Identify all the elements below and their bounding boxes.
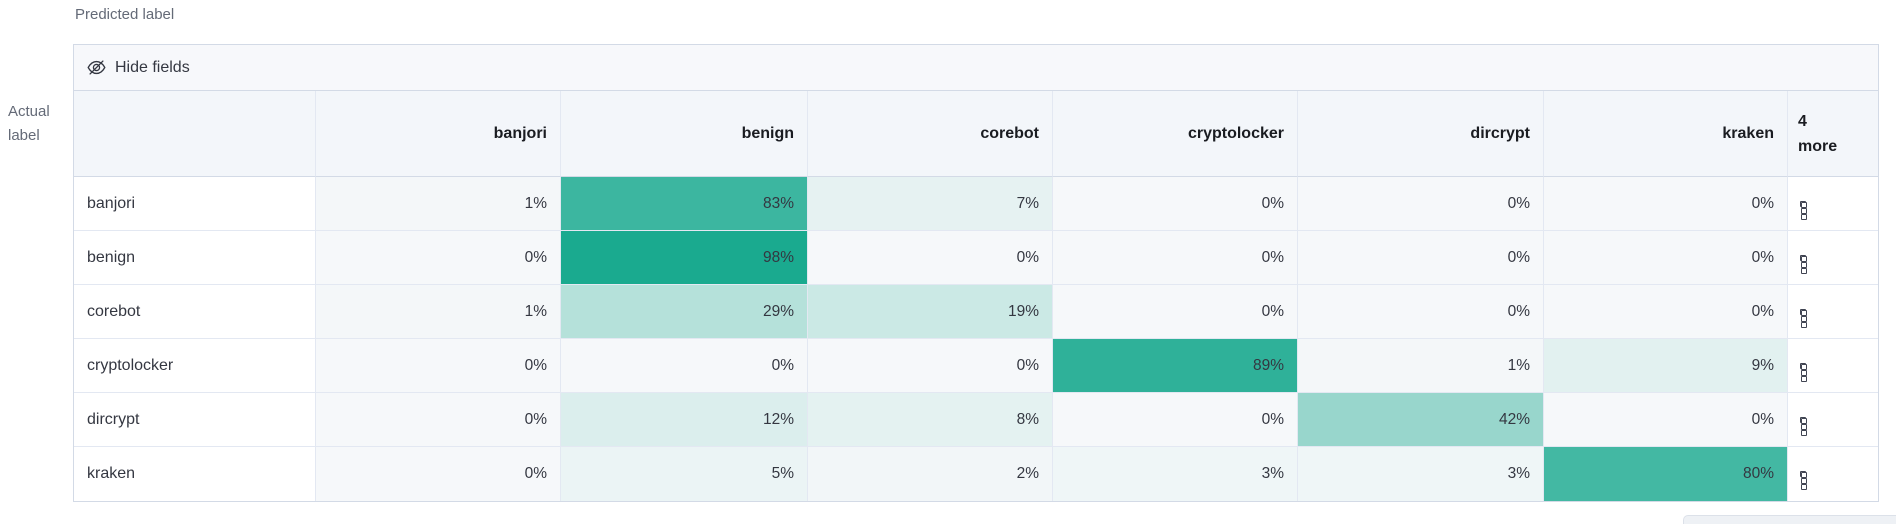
matrix-row-corebot: corebot 1% 29% 19% 0% 0% 0%	[74, 285, 1878, 339]
boxes-horizontal-icon	[1800, 254, 1807, 274]
matrix-cell-cryptolocker-dircrypt: 1%	[1298, 339, 1544, 393]
row-more-cell-dircrypt	[1788, 393, 1878, 447]
matrix-cell-dircrypt-dircrypt: 42%	[1298, 393, 1544, 447]
boxes-horizontal-icon	[1800, 416, 1807, 436]
matrix-row-cryptolocker: cryptolocker 0% 0% 0% 89% 1% 9%	[74, 339, 1878, 393]
column-header-benign[interactable]: benign	[561, 91, 808, 177]
hide-fields-button[interactable]: Hide fields	[87, 58, 190, 77]
matrix-cell-kraken-cryptolocker: 3%	[1053, 447, 1298, 501]
matrix-cell-banjori-banjori: 1%	[316, 177, 561, 231]
matrix-cell-corebot-benign: 29%	[561, 285, 808, 339]
row-actions-button[interactable]	[1800, 254, 1807, 274]
row-label-benign: benign	[74, 231, 316, 285]
actual-label-line-2: label	[8, 127, 40, 144]
matrix-cell-dircrypt-benign: 12%	[561, 393, 808, 447]
boxes-horizontal-icon	[1800, 471, 1807, 490]
column-header-dircrypt[interactable]: dircrypt	[1298, 91, 1544, 177]
matrix-cell-benign-dircrypt: 0%	[1298, 231, 1544, 285]
matrix-row-kraken: kraken 0% 5% 2% 3% 3% 80%	[74, 447, 1878, 501]
row-more-cell-cryptolocker	[1788, 339, 1878, 393]
matrix-cell-benign-corebot: 0%	[808, 231, 1053, 285]
matrix-cell-benign-banjori: 0%	[316, 231, 561, 285]
matrix-cell-cryptolocker-corebot: 0%	[808, 339, 1053, 393]
matrix-cell-corebot-kraken: 0%	[1544, 285, 1788, 339]
row-actions-button[interactable]	[1800, 362, 1807, 382]
row-label-banjori: banjori	[74, 177, 316, 231]
confusion-matrix-grid: banjori benign corebot cryptolocker dircrypt…	[74, 91, 1878, 501]
row-label-corebot: corebot	[74, 285, 316, 339]
more-columns-count: 4	[1798, 112, 1807, 130]
matrix-row-banjori: banjori 1% 83% 7% 0% 0% 0%	[74, 177, 1878, 231]
row-more-cell-kraken	[1788, 447, 1878, 501]
matrix-cell-benign-benign: 98%	[561, 231, 808, 285]
matrix-cell-kraken-benign: 5%	[561, 447, 808, 501]
more-columns-label: more	[1798, 137, 1838, 155]
row-label-dircrypt: dircrypt	[74, 393, 316, 447]
matrix-cell-kraken-kraken: 80%	[1544, 447, 1788, 501]
matrix-cell-dircrypt-kraken: 0%	[1544, 393, 1788, 447]
actual-label-line-1: Actual	[8, 103, 50, 120]
matrix-cell-benign-kraken: 0%	[1544, 231, 1788, 285]
column-header-corebot[interactable]: corebot	[808, 91, 1053, 177]
row-actions-button[interactable]	[1800, 471, 1807, 490]
column-header-cryptolocker[interactable]: cryptolocker	[1053, 91, 1298, 177]
matrix-cell-corebot-banjori: 1%	[316, 285, 561, 339]
matrix-header-row: banjori benign corebot cryptolocker dircrypt…	[74, 91, 1878, 177]
row-actions-button[interactable]	[1800, 200, 1807, 220]
actual-label-axis-title: Actual label	[8, 100, 50, 148]
matrix-cell-banjori-cryptolocker: 0%	[1053, 177, 1298, 231]
matrix-row-benign: benign 0% 98% 0% 0% 0% 0%	[74, 231, 1878, 285]
matrix-cell-banjori-corebot: 7%	[808, 177, 1053, 231]
matrix-cell-cryptolocker-benign: 0%	[561, 339, 808, 393]
matrix-cell-cryptolocker-kraken: 9%	[1544, 339, 1788, 393]
matrix-cell-corebot-cryptolocker: 0%	[1053, 285, 1298, 339]
matrix-cell-corebot-dircrypt: 0%	[1298, 285, 1544, 339]
matrix-cell-kraken-corebot: 2%	[808, 447, 1053, 501]
column-header-kraken[interactable]: kraken	[1544, 91, 1788, 177]
corner-header-cell	[74, 91, 316, 177]
matrix-cell-cryptolocker-banjori: 0%	[316, 339, 561, 393]
row-label-cryptolocker: cryptolocker	[74, 339, 316, 393]
column-header-banjori[interactable]: banjori	[316, 91, 561, 177]
partial-bottom-scrollbar[interactable]	[1683, 515, 1896, 524]
more-columns-header[interactable]: 4 more	[1788, 91, 1878, 177]
boxes-horizontal-icon	[1800, 362, 1807, 382]
row-more-cell-corebot	[1788, 285, 1878, 339]
matrix-cell-banjori-dircrypt: 0%	[1298, 177, 1544, 231]
matrix-toolbar: Hide fields	[74, 45, 1878, 91]
hide-fields-label: Hide fields	[115, 58, 190, 76]
confusion-matrix-panel: Hide fields banjori benign corebot cryptolo…	[73, 44, 1879, 502]
matrix-cell-cryptolocker-cryptolocker: 89%	[1053, 339, 1298, 393]
row-label-kraken: kraken	[74, 447, 316, 501]
matrix-cell-banjori-kraken: 0%	[1544, 177, 1788, 231]
row-actions-button[interactable]	[1800, 416, 1807, 436]
matrix-cell-corebot-corebot: 19%	[808, 285, 1053, 339]
matrix-row-dircrypt: dircrypt 0% 12% 8% 0% 42% 0%	[74, 393, 1878, 447]
predicted-label-axis-title: Predicted label	[75, 6, 175, 23]
matrix-cell-dircrypt-cryptolocker: 0%	[1053, 393, 1298, 447]
matrix-cell-kraken-banjori: 0%	[316, 447, 561, 501]
row-actions-button[interactable]	[1800, 308, 1807, 328]
boxes-horizontal-icon	[1800, 200, 1807, 220]
matrix-cell-kraken-dircrypt: 3%	[1298, 447, 1544, 501]
row-more-cell-banjori	[1788, 177, 1878, 231]
eye-closed-icon	[87, 58, 106, 77]
matrix-cell-dircrypt-banjori: 0%	[316, 393, 561, 447]
matrix-cell-dircrypt-corebot: 8%	[808, 393, 1053, 447]
row-more-cell-benign	[1788, 231, 1878, 285]
matrix-cell-banjori-benign: 83%	[561, 177, 808, 231]
boxes-horizontal-icon	[1800, 308, 1807, 328]
matrix-cell-benign-cryptolocker: 0%	[1053, 231, 1298, 285]
